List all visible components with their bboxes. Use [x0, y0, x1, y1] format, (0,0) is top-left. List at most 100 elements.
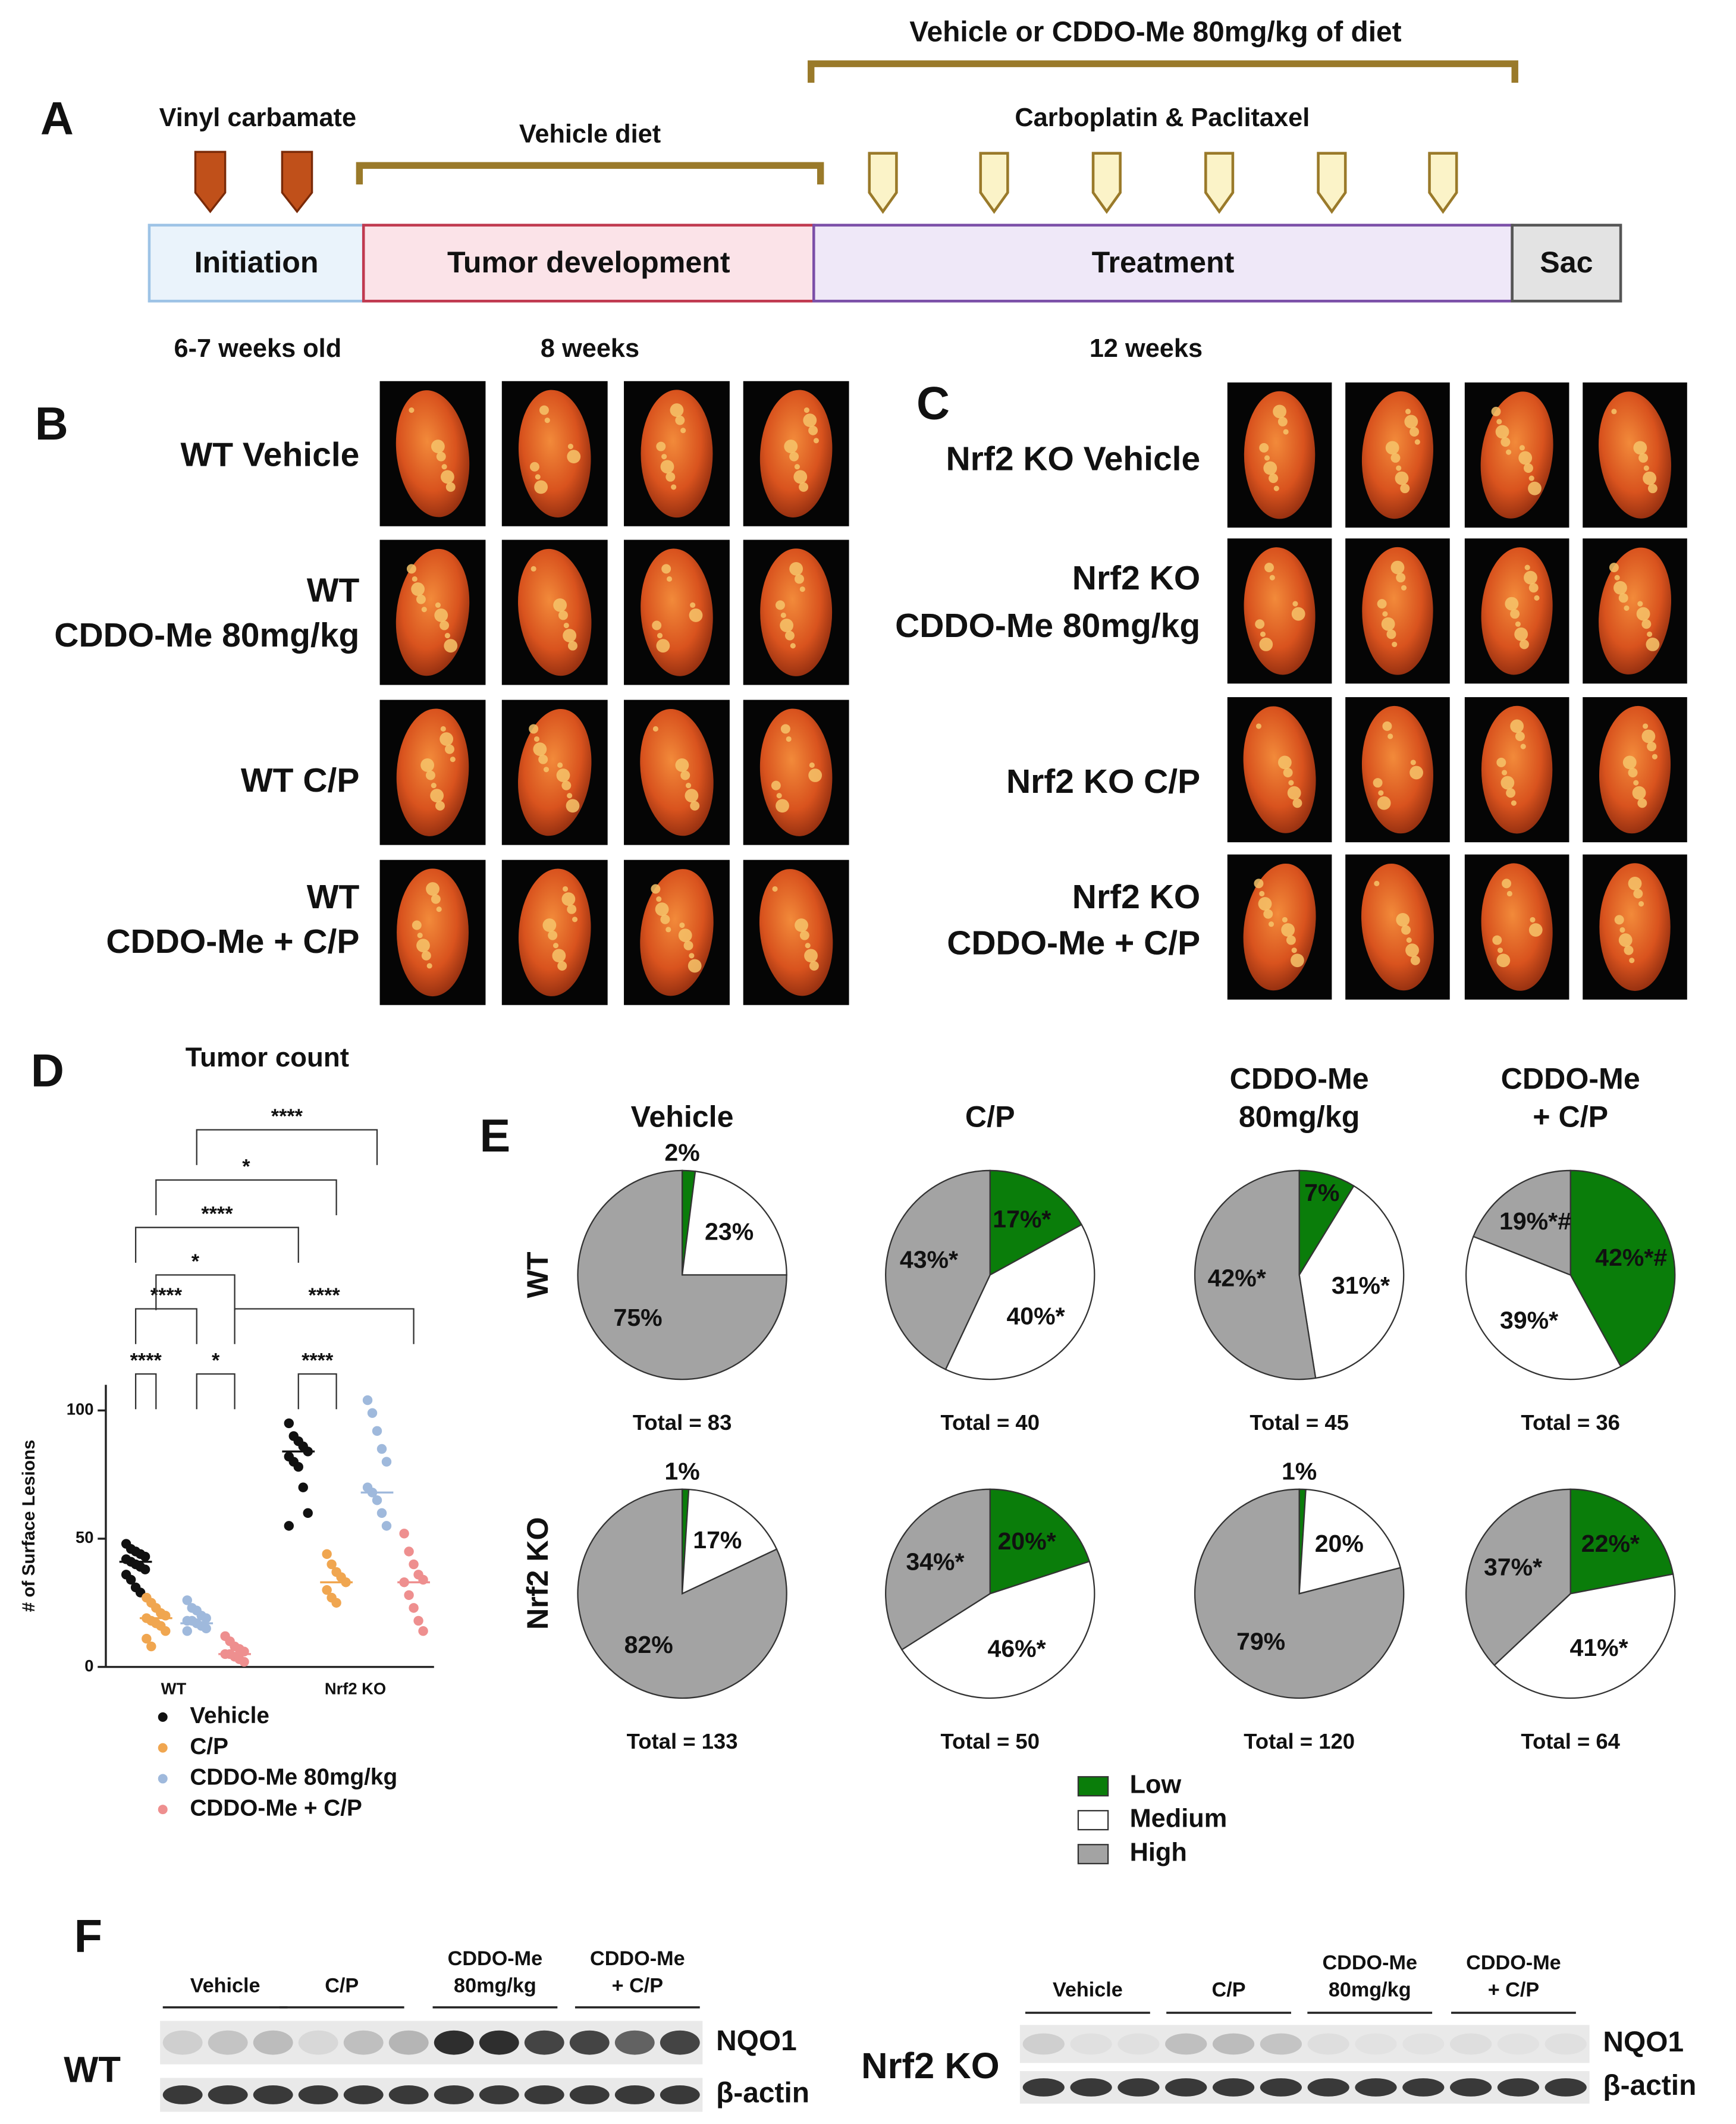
data-point	[284, 1521, 294, 1531]
significance-label: *	[242, 1155, 250, 1178]
lesion	[805, 943, 811, 949]
blot-band	[660, 2030, 700, 2055]
lesion	[558, 610, 568, 620]
data-point	[298, 1482, 308, 1492]
lesion	[685, 789, 699, 803]
lesion	[436, 451, 446, 462]
lesion	[1633, 780, 1639, 786]
lane-group-label: 80mg/kg	[1329, 1979, 1411, 2001]
data-point	[376, 1444, 387, 1454]
significance-bracket	[196, 1129, 378, 1165]
lesion	[789, 451, 799, 462]
legend-marker	[158, 1805, 168, 1815]
phase-label: Sac	[1540, 246, 1593, 279]
blot-band	[1497, 2078, 1540, 2097]
lesion	[1528, 481, 1542, 495]
panel-label: A	[40, 93, 74, 145]
lesion	[1622, 755, 1637, 770]
lesion	[809, 961, 819, 971]
panel-label: F	[74, 1910, 102, 1962]
lesion	[1385, 441, 1399, 455]
lesion	[1628, 877, 1642, 890]
lesion	[1528, 583, 1539, 593]
row-label: WT Vehicle	[180, 436, 359, 474]
pie-total: Total = 40	[940, 1410, 1040, 1435]
lesion	[543, 767, 550, 773]
timeline-label: Vinyl carbamate	[159, 103, 356, 132]
blot-band	[343, 2030, 384, 2055]
blot-band	[1544, 2033, 1587, 2055]
lesion	[1511, 800, 1517, 806]
lesion	[1614, 915, 1624, 925]
pie-slice	[1569, 1488, 1674, 1595]
pie-label: 79%	[1236, 1627, 1285, 1655]
data-point	[182, 1626, 192, 1636]
lesion	[539, 405, 549, 415]
lesion	[1641, 729, 1656, 743]
lesion	[1506, 890, 1512, 897]
blot-strip	[160, 2078, 703, 2112]
lesion	[567, 793, 573, 799]
lesion	[661, 454, 667, 460]
significance-label: ****	[302, 1349, 334, 1372]
lesion	[1638, 901, 1644, 907]
panel-label: B	[35, 399, 68, 450]
data-point	[322, 1585, 332, 1595]
lesion	[804, 949, 818, 963]
dose-arrow	[281, 150, 313, 214]
lesion	[557, 961, 567, 971]
pie-slice	[1569, 1169, 1676, 1367]
pie-label: 17%	[693, 1526, 742, 1554]
lesion	[431, 783, 437, 789]
lesion	[535, 474, 541, 480]
row-label: WT	[307, 878, 360, 916]
blot-band	[298, 2030, 338, 2055]
lesion	[799, 930, 809, 940]
lesion	[1255, 723, 1262, 729]
lesion	[688, 959, 702, 973]
data-point	[146, 1641, 156, 1652]
lesion	[1273, 485, 1279, 491]
lesion	[1264, 455, 1270, 461]
lesion	[416, 594, 426, 604]
lesion	[430, 789, 444, 803]
lesion	[1414, 439, 1420, 445]
lesion	[420, 758, 435, 772]
lesion	[1283, 429, 1289, 435]
blot-band	[253, 2085, 293, 2104]
significance-bracket	[134, 1373, 157, 1410]
pie-label: 82%	[624, 1631, 673, 1658]
lesion	[431, 440, 445, 453]
pie-slice	[989, 1169, 1083, 1276]
data-point	[161, 1626, 171, 1636]
pie-label: 22%*	[1581, 1530, 1640, 1557]
lesion	[680, 428, 686, 434]
lesion	[416, 939, 430, 953]
lane-group-label: Vehicle	[190, 1975, 260, 1997]
significance-bracket	[196, 1373, 236, 1410]
lesion	[444, 744, 454, 754]
blot-band	[1022, 2033, 1065, 2055]
lesion	[678, 928, 692, 943]
significance-bracket	[134, 1308, 197, 1344]
phase-box	[1511, 224, 1622, 303]
lesion	[675, 415, 685, 425]
blot-band	[1165, 2078, 1207, 2097]
column-title: CDDO-Me	[1501, 1062, 1640, 1096]
lesion	[1268, 921, 1274, 927]
pie-label: 42%*#	[1595, 1244, 1667, 1271]
lesion	[1286, 935, 1296, 945]
lesion	[1382, 721, 1392, 731]
pie-label: 1%	[664, 1457, 699, 1485]
legend-swatch	[1077, 1844, 1109, 1865]
data-point	[399, 1529, 409, 1539]
lesion	[1528, 475, 1534, 481]
pie-slice	[1298, 1185, 1405, 1379]
pie-label: 34%*	[906, 1548, 964, 1575]
protein-label: β-actin	[716, 2078, 809, 2109]
lesion	[1624, 605, 1630, 611]
lesion	[656, 441, 666, 451]
pie-slice	[885, 1488, 991, 1651]
lesion	[784, 630, 795, 641]
significance-bracket	[134, 1226, 299, 1263]
